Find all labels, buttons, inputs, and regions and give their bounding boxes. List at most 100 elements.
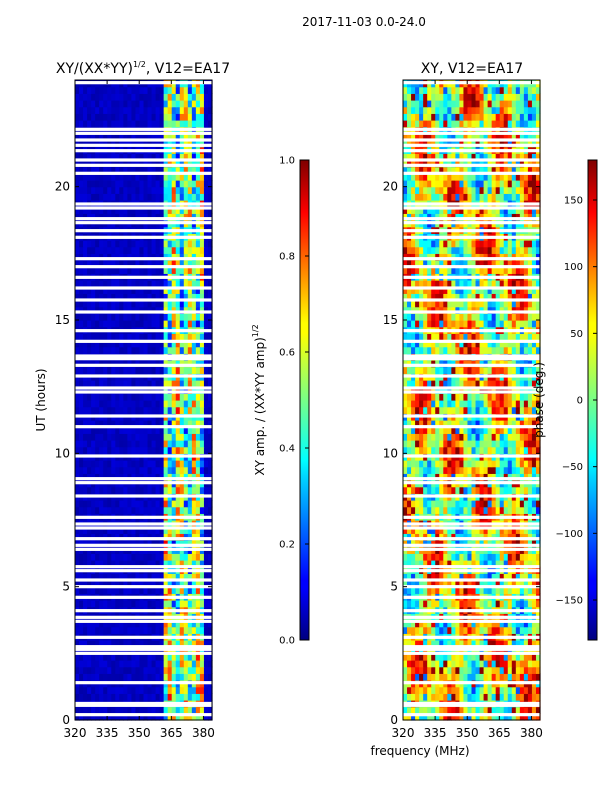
heatmap-cell [475, 486, 481, 494]
heatmap-cell [107, 140, 112, 148]
heatmap-cell [103, 693, 108, 701]
heatmap-cell [195, 113, 201, 121]
data-gap-line [75, 543, 212, 547]
heatmap-cell [83, 260, 88, 268]
heatmap-cell [127, 600, 133, 608]
heatmap-cell [403, 406, 408, 414]
heatmap-cell [419, 560, 424, 568]
heatmap-cell [83, 393, 88, 401]
heatmap-cell [191, 206, 197, 214]
heatmap-cell [523, 540, 529, 548]
heatmap-cell [191, 360, 197, 368]
heatmap-cell [175, 620, 181, 628]
heatmap-cell [139, 420, 145, 428]
heatmap-cell [203, 173, 209, 181]
heatmap-cell [499, 526, 505, 534]
heatmap-cell [431, 466, 436, 474]
heatmap-cell [519, 406, 525, 414]
heatmap-cell [151, 366, 157, 374]
heatmap-cell [515, 600, 521, 608]
heatmap-cell [419, 580, 424, 588]
heatmap-cell [447, 506, 452, 514]
heatmap-cell [455, 446, 461, 454]
heatmap-cell [495, 500, 501, 508]
heatmap-cell [131, 286, 137, 294]
heatmap-cell [107, 640, 112, 648]
heatmap-cell [415, 406, 420, 414]
heatmap-cell [191, 393, 197, 401]
heatmap-cell [411, 540, 416, 548]
heatmap-cell [163, 473, 169, 481]
heatmap-cell [147, 260, 153, 268]
heatmap-cell [155, 560, 161, 568]
heatmap-cell [99, 166, 104, 174]
heatmap-cell [95, 393, 100, 401]
phase-heatmap [403, 80, 541, 721]
heatmap-cell [135, 300, 141, 308]
heatmap-cell [131, 106, 137, 114]
heatmap-cell [107, 346, 112, 354]
heatmap-cell [159, 653, 165, 661]
heatmap-cell [103, 426, 108, 434]
heatmap-cell [419, 586, 424, 594]
heatmap-cell [167, 306, 173, 314]
heatmap-cell [75, 406, 80, 414]
colorbar-tick-label: 0.6 [279, 348, 295, 359]
heatmap-cell [187, 133, 193, 141]
heatmap-cell [135, 280, 141, 288]
heatmap-cell [511, 693, 517, 701]
heatmap-cell [207, 193, 213, 201]
heatmap-cell [151, 586, 157, 594]
heatmap-cell [127, 340, 133, 348]
heatmap-cell [411, 713, 416, 721]
heatmap-cell [479, 706, 485, 714]
heatmap-cell [119, 433, 124, 441]
heatmap-cell [407, 626, 412, 634]
heatmap-cell [531, 626, 537, 634]
heatmap-cell [135, 653, 141, 661]
heatmap-cell [411, 620, 416, 628]
heatmap-cell [103, 506, 108, 514]
heatmap-cell [195, 193, 201, 201]
heatmap-cell [439, 580, 444, 588]
heatmap-cell [115, 253, 120, 261]
heatmap-cell [131, 526, 137, 534]
heatmap-cell [207, 466, 213, 474]
heatmap-cell [167, 193, 173, 201]
heatmap-cell [167, 166, 173, 174]
heatmap-cell [407, 600, 412, 608]
heatmap-cell [187, 706, 193, 714]
heatmap-cell [95, 386, 100, 394]
heatmap-cell [531, 653, 537, 661]
heatmap-cell [103, 113, 108, 121]
heatmap-cell [183, 440, 189, 448]
heatmap-cell [107, 586, 112, 594]
heatmap-cell [123, 526, 128, 534]
heatmap-cell [143, 380, 149, 388]
heatmap-cell [195, 360, 201, 368]
heatmap-cell [147, 93, 153, 101]
heatmap-cell [187, 160, 193, 168]
heatmap-cell [91, 246, 96, 254]
heatmap-cell [479, 446, 485, 454]
heatmap-cell [191, 426, 197, 434]
heatmap-cell [187, 173, 193, 181]
heatmap-cell [403, 666, 408, 674]
heatmap-cell [415, 693, 420, 701]
data-gap-line [75, 515, 212, 519]
heatmap-cell [99, 486, 104, 494]
heatmap-cell [111, 620, 116, 628]
heatmap-cell [175, 660, 181, 668]
heatmap-cell [483, 460, 489, 468]
heatmap-cell [463, 446, 469, 454]
heatmap-cell [107, 240, 112, 248]
heatmap-cell [167, 673, 173, 681]
heatmap-cell [187, 406, 193, 414]
heatmap-cell [191, 486, 197, 494]
heatmap-cell [487, 693, 493, 701]
heatmap-cell [123, 400, 128, 408]
heatmap-cell [495, 626, 501, 634]
heatmap-cell [127, 206, 133, 214]
heatmap-cell [523, 553, 529, 561]
heatmap-cell [175, 626, 181, 634]
